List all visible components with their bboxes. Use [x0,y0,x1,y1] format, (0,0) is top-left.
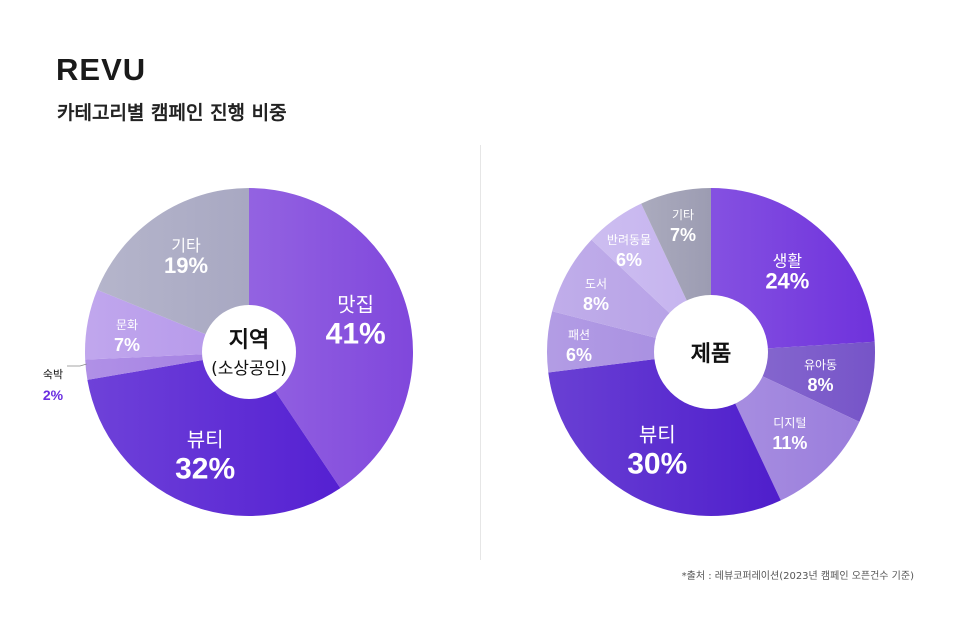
slice-value: 41% [326,318,386,351]
slice-name: 유아동 [804,358,837,372]
slice-name: 디지털 [773,416,806,430]
slice-name: 기타 [171,236,201,255]
slice-value: 2% [43,387,64,403]
revu-logo: REVU [56,52,147,87]
leader-line [67,363,87,367]
donut-hole [654,295,768,409]
slice-name: 기타 [672,208,694,222]
divider [480,145,481,560]
slice-name: 숙박 [43,368,63,381]
donut-chart-1 [85,188,414,517]
slice-뷰티 [87,352,341,517]
slice-label: 유아동 8% [804,358,837,395]
center-subtitle: (소상공인) [211,359,287,379]
slice-패션 [546,311,711,373]
slice-value: 32% [175,453,235,486]
slice-name: 패션 [568,328,590,342]
slice-맛집 [249,188,414,489]
slice-value: 11% [772,433,807,453]
slice-name: 생활 [773,252,803,271]
slice-label: 숙박 2% [43,363,87,403]
slice-value: 24% [765,269,809,294]
center-title: 제품 [691,342,731,367]
slice-label: 기타 7% [670,208,696,245]
slice-name: 뷰티 [639,423,676,447]
slice-value: 7% [114,335,140,355]
slice-name: 도서 [585,277,607,291]
slice-기타 [97,188,250,352]
donut-hole [202,305,296,399]
slice-name: 뷰티 [187,428,224,452]
slice-label: 도서 8% [583,277,609,314]
slice-value: 19% [164,253,208,278]
slice-생활 [711,188,875,352]
center-title: 지역 [229,328,269,353]
slice-name: 반려동물 [607,233,651,247]
slice-value: 8% [808,375,834,395]
slice-label: 디지털 11% [772,416,807,453]
slice-value: 6% [616,250,642,270]
page-subtitle: 카테고리별 캠페인 진행 비중 [57,102,287,124]
slice-label: 패션 6% [566,328,592,365]
slice-name: 맛집 [337,293,374,317]
slice-value: 6% [566,345,592,365]
source-note: *출처 : 레뷰코퍼레이션(2023년 캠페인 오픈건수 기준) [681,571,914,582]
slice-value: 7% [670,225,696,245]
slice-name: 문화 [116,318,138,332]
slice-label: 반려동물 6% [607,233,651,270]
slice-value: 8% [583,294,609,314]
slice-label: 문화 7% [114,318,140,355]
slice-value: 30% [627,448,687,481]
